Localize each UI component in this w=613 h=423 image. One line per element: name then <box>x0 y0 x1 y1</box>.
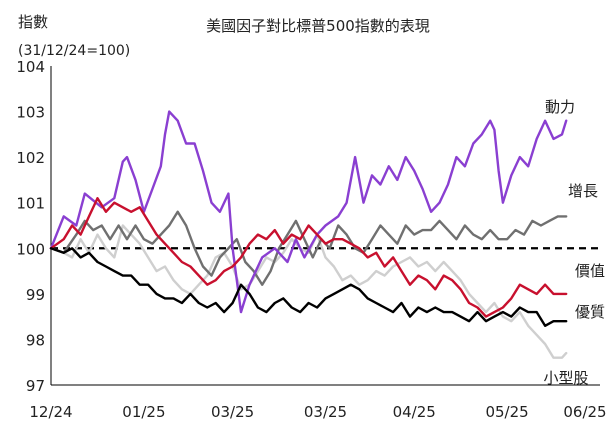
series-label: 優質 <box>575 303 605 321</box>
y-tick-label: 97 <box>26 377 45 395</box>
x-tick-label: 12/24 <box>29 403 72 421</box>
y-tick-label: 104 <box>16 58 45 76</box>
x-tick-label: 01/25 <box>122 403 165 421</box>
series-line-3 <box>49 247 568 327</box>
series-label: 增長 <box>568 182 598 200</box>
y-tick-label: 100 <box>16 240 45 258</box>
y-tick-label: 98 <box>26 331 45 349</box>
y-axis-label-sub: (31/12/24=100) <box>18 43 130 59</box>
x-tick-label: 06/25 <box>563 403 606 421</box>
y-axis-label: 指數 <box>18 13 48 31</box>
y-tick-label: 103 <box>16 104 45 122</box>
series-line-2 <box>49 197 568 318</box>
y-tick-label: 99 <box>26 286 45 304</box>
series-line-0 <box>49 110 568 314</box>
chart-title: 美國因子對比標普500指數的表現 <box>206 17 430 35</box>
series-label: 價值 <box>575 262 605 280</box>
x-axis: 12/24 01/25 03/25 03/25 04/25 05/25 06/25 <box>29 384 607 421</box>
series-label: 動力 <box>545 98 575 116</box>
x-tick-label: 05/25 <box>485 403 528 421</box>
series-line-4 <box>49 224 568 359</box>
series-label: 小型股 <box>543 369 588 387</box>
x-tick-label: 03/25 <box>304 403 347 421</box>
x-tick-label: 04/25 <box>393 403 436 421</box>
y-tick-label: 101 <box>16 195 45 213</box>
x-tick-label: 03/25 <box>211 403 254 421</box>
y-tick-label: 102 <box>16 149 45 167</box>
y-axis: 97 98 99 100 101 102 103 104 <box>16 58 52 395</box>
series-group <box>49 110 568 359</box>
series-line-1 <box>49 210 568 286</box>
